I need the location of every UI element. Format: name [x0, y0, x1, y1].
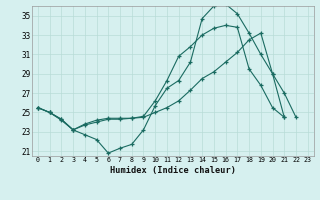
X-axis label: Humidex (Indice chaleur): Humidex (Indice chaleur) [110, 166, 236, 175]
